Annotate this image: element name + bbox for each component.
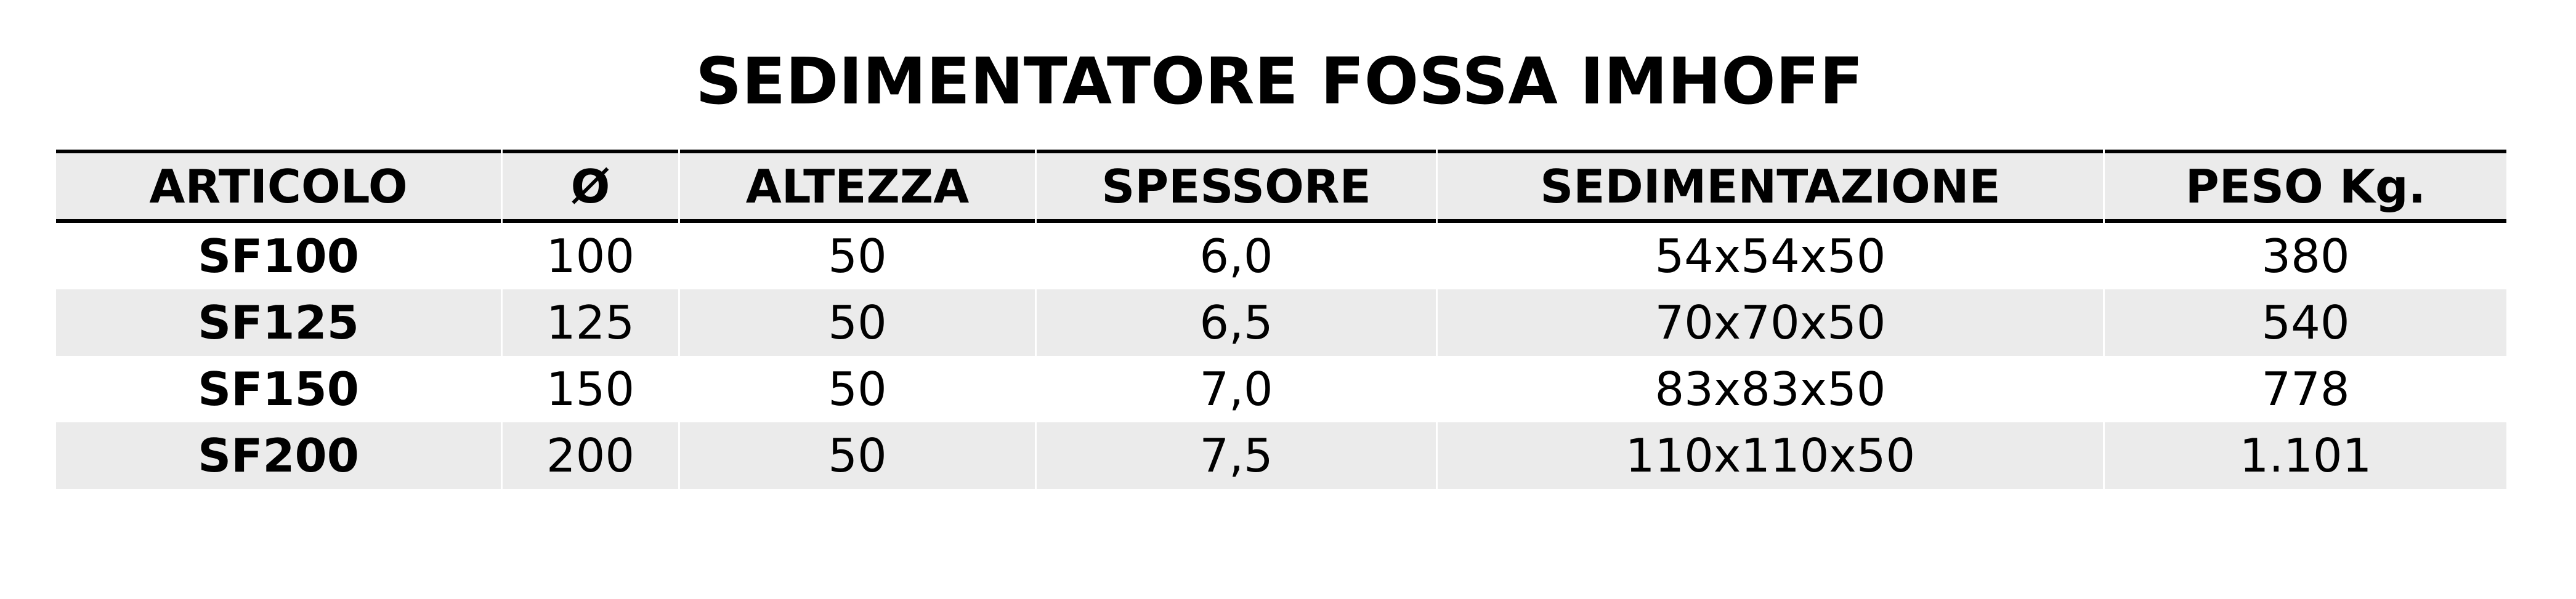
col-header-peso: PESO Kg.: [2105, 150, 2506, 223]
cell-spessore: 7,0: [1199, 362, 1273, 416]
cell-peso: 380: [2261, 229, 2350, 283]
cell-articolo: SF125: [56, 289, 501, 356]
cell-peso: 1.101: [2105, 422, 2506, 489]
col-header-spessore: SPESSORE: [1037, 150, 1436, 223]
col-header-articolo: ARTICOLO: [56, 150, 501, 223]
table-row: SF150 150 50 7,0 83x83x50 778: [56, 356, 2506, 422]
table-row: SF125 125 50 6,5 70x70x50 540: [56, 289, 2506, 356]
col-header-diametro: Ø: [503, 150, 678, 223]
page-title: SEDIMENTATORE FOSSA IMHOFF: [695, 44, 1863, 119]
cell-spessore: 6,5: [1037, 289, 1436, 356]
cell-articolo: SF200: [56, 422, 501, 489]
cell-sedimentazione: 110x110x50: [1438, 422, 2103, 489]
cell-diametro: 100: [546, 229, 635, 283]
cell-diametro: 200: [503, 422, 678, 489]
cell-spessore: 7,5: [1037, 422, 1436, 489]
cell-articolo: SF100: [198, 229, 359, 283]
col-header-altezza: ALTEZZA: [680, 150, 1035, 223]
cell-sedimentazione: 54x54x50: [1655, 229, 1886, 283]
product-spec-table: ARTICOLO Ø ALTEZZA SPESSORE SEDIMENTAZIO…: [54, 150, 2508, 489]
cell-peso: 778: [2261, 362, 2350, 416]
cell-altezza: 50: [828, 229, 887, 283]
cell-spessore: 6,0: [1199, 229, 1273, 283]
cell-sedimentazione: 70x70x50: [1438, 289, 2103, 356]
col-header-sedimentazione: SEDIMENTAZIONE: [1438, 150, 2103, 223]
cell-altezza: 50: [680, 422, 1035, 489]
cell-altezza: 50: [828, 362, 887, 416]
cell-diametro: 150: [546, 362, 635, 416]
table-row: SF100 100 50 6,0 54x54x50 380: [56, 223, 2506, 289]
cell-articolo: SF150: [198, 362, 359, 416]
cell-peso: 540: [2105, 289, 2506, 356]
cell-altezza: 50: [680, 289, 1035, 356]
cell-sedimentazione: 83x83x50: [1655, 362, 1886, 416]
cell-diametro: 125: [503, 289, 678, 356]
table-row: SF200 200 50 7,5 110x110x50 1.101: [56, 422, 2506, 489]
table-header-row: ARTICOLO Ø ALTEZZA SPESSORE SEDIMENTAZIO…: [56, 150, 2506, 223]
